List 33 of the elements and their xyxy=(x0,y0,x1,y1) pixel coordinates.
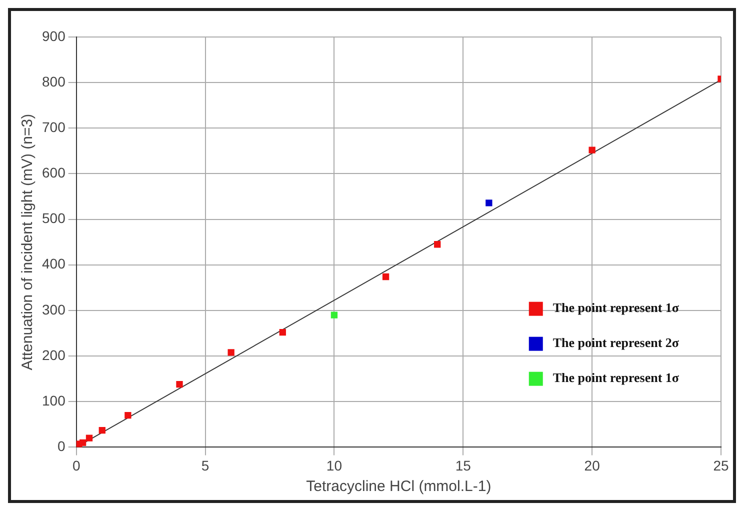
x-tick-label: 5 xyxy=(201,457,210,474)
point xyxy=(486,200,492,206)
point xyxy=(279,329,286,336)
y-tick-label: 500 xyxy=(42,210,66,226)
point xyxy=(330,312,338,318)
y-tick-label: 300 xyxy=(42,301,66,318)
point xyxy=(434,241,441,248)
y-axis-title: Attenuation of incident light (mV) (n=3) xyxy=(19,114,36,370)
y-tick-label: 100 xyxy=(42,392,66,408)
point xyxy=(382,273,390,280)
y-tick-label: 200 xyxy=(42,346,66,363)
legend-label: The point represent 1σ xyxy=(552,370,680,386)
y-tick-label: 900 xyxy=(42,28,66,44)
y-tick-label: 0 xyxy=(58,438,66,454)
x-tick-label: 15 xyxy=(455,457,472,474)
point xyxy=(86,434,93,442)
x-tick-label: 25 xyxy=(713,457,729,474)
point xyxy=(588,146,596,154)
legend-label: The point represent 1σ xyxy=(552,300,680,316)
point xyxy=(124,412,132,419)
x-tick-label: 0 xyxy=(72,457,80,474)
y-tick-label: 700 xyxy=(42,119,66,136)
point xyxy=(228,349,234,356)
x-tick-label: 20 xyxy=(584,457,600,474)
x-tick-label: 10 xyxy=(326,457,342,474)
legend-label: The point represent 2σ xyxy=(552,335,680,350)
y-tick-label: 600 xyxy=(42,164,66,181)
y-tick-label: 400 xyxy=(42,256,66,272)
point xyxy=(79,439,86,446)
point xyxy=(98,427,106,434)
y-tick-label: 800 xyxy=(42,73,66,90)
point xyxy=(176,380,183,388)
x-axis-title: Tetracycline HCl (mmol.L-1) xyxy=(306,478,492,496)
